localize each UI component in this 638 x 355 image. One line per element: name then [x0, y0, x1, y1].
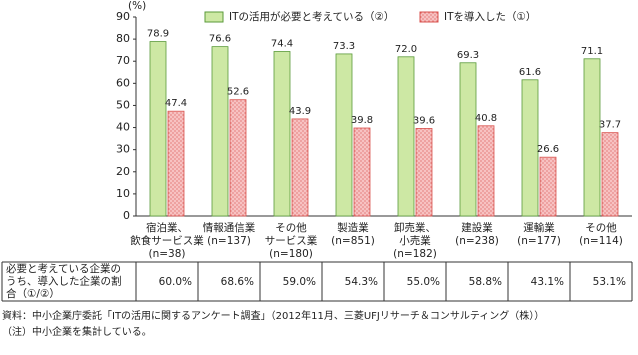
value-label: 72.0 [395, 44, 417, 55]
y-tick-label: 80 [116, 32, 130, 45]
bar [397, 56, 415, 217]
unit-label: (%) [128, 0, 146, 12]
legend-swatch [419, 11, 439, 23]
table-cell: 54.3% [345, 276, 378, 288]
y-tick-label: 60 [116, 76, 130, 89]
y-tick-label: 90 [116, 10, 130, 23]
x-tick-label: 卸売業、小売業(n=182) [393, 221, 437, 260]
value-label: 40.8 [475, 113, 497, 124]
bar [335, 53, 353, 217]
bar [583, 58, 601, 217]
x-tick-label: 情報通信業(n=137) [203, 221, 256, 247]
bar [229, 99, 247, 217]
bar [167, 110, 185, 217]
table-cell: 58.8% [469, 276, 502, 288]
table-cell: 53.1% [593, 276, 626, 288]
note: 資料：中小企業庁委託「ITの活用に関するアンケート調査」（2012年11月、三菱… [2, 309, 544, 322]
bar [477, 125, 495, 217]
x-tick-label: 建設業(n=238) [455, 221, 499, 247]
y-tick-label: 30 [116, 143, 130, 156]
value-label: 43.9 [289, 106, 311, 117]
value-label: 74.4 [271, 38, 293, 49]
table-header: 必要と考えている企業のうち、導入した企業の割合（①/②） [6, 262, 122, 300]
bar [353, 127, 371, 217]
table-cell: 55.0% [407, 276, 440, 288]
bar [149, 41, 167, 217]
table-cell: 59.0% [283, 276, 316, 288]
value-label: 73.3 [333, 41, 355, 52]
x-tick-label: その他サービス業(n=180) [265, 221, 318, 260]
value-label: 39.8 [351, 115, 373, 126]
bar [539, 156, 557, 217]
x-tick-label: 宿泊業、飲食サービス業(n=38) [130, 221, 204, 260]
value-label: 52.6 [227, 87, 249, 98]
table-cell: 60.0% [159, 276, 192, 288]
bar [291, 118, 309, 217]
value-label: 37.7 [599, 120, 621, 131]
bar [415, 128, 433, 217]
value-label: 69.3 [457, 50, 479, 61]
y-tick-label: 10 [116, 187, 130, 200]
bar [601, 132, 619, 217]
value-label: 76.6 [209, 34, 231, 45]
x-tick-label: その他(n=114) [579, 221, 623, 247]
note: （注）中小企業を集計している。 [2, 325, 152, 338]
y-tick-label: 70 [116, 54, 130, 67]
y-tick-label: 40 [116, 121, 130, 134]
legend-swatch [204, 11, 224, 23]
legend-label: ITを導入した（①） [444, 10, 536, 23]
bar [273, 51, 291, 217]
legend-label: ITの活用が必要と考えている（②） [229, 10, 394, 23]
value-label: 78.9 [147, 29, 169, 40]
x-tick-label: 運輸業(n=177) [517, 221, 561, 247]
value-label: 61.6 [519, 67, 541, 78]
bar [211, 46, 229, 217]
value-label: 26.6 [537, 144, 559, 155]
bar [521, 79, 539, 217]
y-tick-label: 0 [123, 209, 130, 222]
table-cell: 68.6% [221, 276, 254, 288]
value-label: 47.4 [165, 98, 187, 109]
table-cell: 43.1% [531, 276, 564, 288]
value-label: 71.1 [581, 46, 603, 57]
value-label: 39.6 [413, 115, 435, 126]
bar [459, 62, 477, 217]
y-tick-label: 50 [116, 98, 130, 111]
y-tick-label: 20 [116, 165, 130, 178]
x-tick-label: 製造業(n=851) [331, 221, 375, 247]
